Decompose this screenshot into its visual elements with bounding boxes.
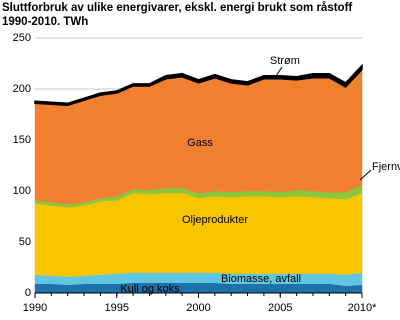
chart-subtitle: 1990-2010. TWh — [2, 16, 88, 28]
chart-title: Sluttforbruk av ulike energivarer, ekskl… — [2, 2, 352, 14]
area — [34, 192, 363, 277]
x-tick-label: 2005 — [268, 302, 292, 314]
series-label: Fjernvarme — [372, 161, 400, 173]
series-label: Strøm — [270, 55, 300, 67]
y-tick-label: 0 — [25, 287, 31, 299]
x-tick-label: 1995 — [105, 302, 129, 314]
y-tick-label: 150 — [13, 134, 31, 146]
area — [34, 282, 363, 294]
series-label: Oljeprodukter — [182, 214, 248, 226]
y-tick-label: 100 — [13, 185, 31, 197]
x-tick-label: 2010* — [348, 302, 377, 314]
x-tick-label: 2000 — [186, 302, 210, 314]
leader-line — [359, 169, 372, 181]
x-tick-label: 1990 — [23, 302, 47, 314]
leader-line — [275, 66, 283, 77]
series-label: Gass — [187, 137, 213, 149]
area — [34, 63, 363, 107]
y-tick-label: 250 — [13, 32, 31, 44]
y-tick-label: 50 — [19, 236, 31, 248]
series-label: Kull og koks — [120, 283, 180, 295]
series-label: Biomasse, avfall — [221, 273, 301, 285]
y-tick-label: 200 — [13, 83, 31, 95]
